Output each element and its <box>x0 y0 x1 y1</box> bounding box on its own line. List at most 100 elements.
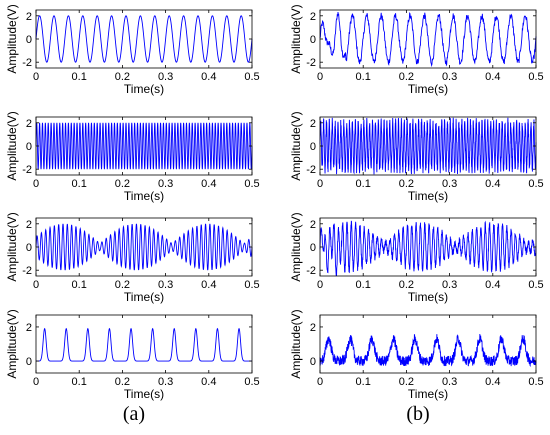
x-tick-label: 0.4 <box>201 279 216 291</box>
y-tick-label: -2 <box>306 265 316 277</box>
x-tick-label: 0.5 <box>244 279 259 291</box>
plot-frame-a4 <box>35 314 253 374</box>
y-tick-label: 0 <box>26 356 32 368</box>
y-tick-label: 2 <box>310 219 316 231</box>
x-tick-label: 0 <box>33 178 39 190</box>
x-tick-label: 0.1 <box>72 376 87 388</box>
plot-panels: 0 0.1 0.2 0.3 0.4 0.5-202Time(s)Amplitude(V)0… <box>5 4 544 401</box>
x-tick-label: 0.3 <box>442 376 457 388</box>
x-tick-label: 0.4 <box>201 71 216 83</box>
y-tick-label: -2 <box>306 57 316 69</box>
x-tick-label: 0.4 <box>201 178 216 190</box>
x-tick-label: 0.3 <box>158 376 173 388</box>
x-tick-label: 0 <box>33 279 39 291</box>
y-tick-label: 2 <box>26 118 32 130</box>
y-axis-label: Amplitude(V) <box>289 309 303 378</box>
x-tick-label: 0 <box>33 71 39 83</box>
y-axis-label: Amplitude(V) <box>5 212 19 281</box>
signal-line-a1 <box>35 15 253 63</box>
y-tick-label: -2 <box>22 57 32 69</box>
x-tick-label: 0.5 <box>528 279 543 291</box>
x-tick-label: 0 <box>317 71 323 83</box>
y-tick-label: 0 <box>310 141 316 153</box>
x-tick-label: 0.1 <box>72 71 87 83</box>
x-tick-label: 0.3 <box>442 279 457 291</box>
x-tick-label: 0.2 <box>399 279 414 291</box>
x-tick-label: 0.1 <box>356 71 371 83</box>
x-axis-label: Time(s) <box>408 290 448 304</box>
x-tick-label: 0.4 <box>485 279 500 291</box>
y-axis-label: Amplitude(V) <box>289 212 303 281</box>
y-tick-label: 2 <box>310 118 316 130</box>
signal-line-b2 <box>319 117 537 175</box>
y-axis-label: Amplitude(V) <box>289 4 303 73</box>
x-axis-label: Time(s) <box>124 189 164 203</box>
x-tick-label: 0.3 <box>158 279 173 291</box>
x-tick-label: 0.5 <box>528 71 543 83</box>
y-tick-label: 0 <box>26 141 32 153</box>
x-axis-label: Time(s) <box>408 387 448 401</box>
x-tick-label: 0.2 <box>399 376 414 388</box>
x-tick-label: 0.2 <box>115 71 130 83</box>
x-tick-label: 0.5 <box>244 71 259 83</box>
y-axis-label: Amplitude(V) <box>5 309 19 378</box>
chart-b4: 0 0.1 0.2 0.3 0.4 0.5 0 2 Time(s) Amplitude(V) <box>289 309 544 401</box>
x-axis-label: Time(s) <box>124 82 164 96</box>
x-tick-label: 0.2 <box>399 178 414 190</box>
x-tick-label: 0 <box>317 376 323 388</box>
x-tick-label: 0.2 <box>115 376 130 388</box>
x-tick-label: 0.1 <box>72 279 87 291</box>
signal-line-b4 <box>319 334 537 368</box>
signal-line-b3 <box>319 220 537 276</box>
signal-line-a4 <box>36 327 252 362</box>
x-tick-label: 0.3 <box>158 71 173 83</box>
y-axis-label: Amplitude(V) <box>5 4 19 73</box>
panel-label-b: (b) <box>406 403 429 425</box>
y-tick-label: 2 <box>26 322 32 334</box>
x-tick-label: 0.3 <box>158 178 173 190</box>
x-tick-label: 0.4 <box>485 178 500 190</box>
y-tick-label: 0 <box>26 242 32 254</box>
y-tick-label: 2 <box>26 11 32 23</box>
x-tick-label: 0.1 <box>356 279 371 291</box>
y-tick-label: -2 <box>22 164 32 176</box>
x-tick-label: 0.4 <box>485 71 500 83</box>
x-tick-label: 0.1 <box>356 376 371 388</box>
x-tick-label: 0.5 <box>244 376 259 388</box>
x-tick-label: 0.4 <box>485 376 500 388</box>
x-tick-label: 0.1 <box>356 178 371 190</box>
x-axis-label: Time(s) <box>124 387 164 401</box>
panel-label-a: (a) <box>123 403 145 425</box>
x-tick-label: 0 <box>317 279 323 291</box>
y-tick-label: -2 <box>306 164 316 176</box>
x-tick-label: 0.5 <box>528 376 543 388</box>
x-axis-label: Time(s) <box>408 82 448 96</box>
y-tick-label: -2 <box>22 265 32 277</box>
x-axis-label: Time(s) <box>408 189 448 203</box>
x-tick-label: 0.2 <box>399 71 414 83</box>
y-tick-label: 2 <box>310 11 316 23</box>
x-tick-label: 0.3 <box>442 71 457 83</box>
x-tick-label: 0.2 <box>115 279 130 291</box>
plot-frame-b4 <box>319 314 537 374</box>
signal-line-a3 <box>35 223 253 271</box>
y-tick-label: 0 <box>310 34 316 46</box>
x-tick-label: 0.1 <box>72 178 87 190</box>
x-axis-label: Time(s) <box>124 290 164 304</box>
signal-line-a2 <box>35 122 253 170</box>
x-tick-label: 0.3 <box>442 178 457 190</box>
y-tick-label: 0 <box>310 356 316 368</box>
x-tick-label: 0 <box>33 376 39 388</box>
y-tick-label: 2 <box>26 219 32 231</box>
y-axis-label: Amplitude(V) <box>289 111 303 180</box>
y-tick-label: 0 <box>310 242 316 254</box>
chart-a4: 0 0.1 0.2 0.3 0.4 0.5 0 2 Time(s) Amplitude(V) <box>5 309 260 401</box>
x-tick-label: 0.5 <box>528 178 543 190</box>
